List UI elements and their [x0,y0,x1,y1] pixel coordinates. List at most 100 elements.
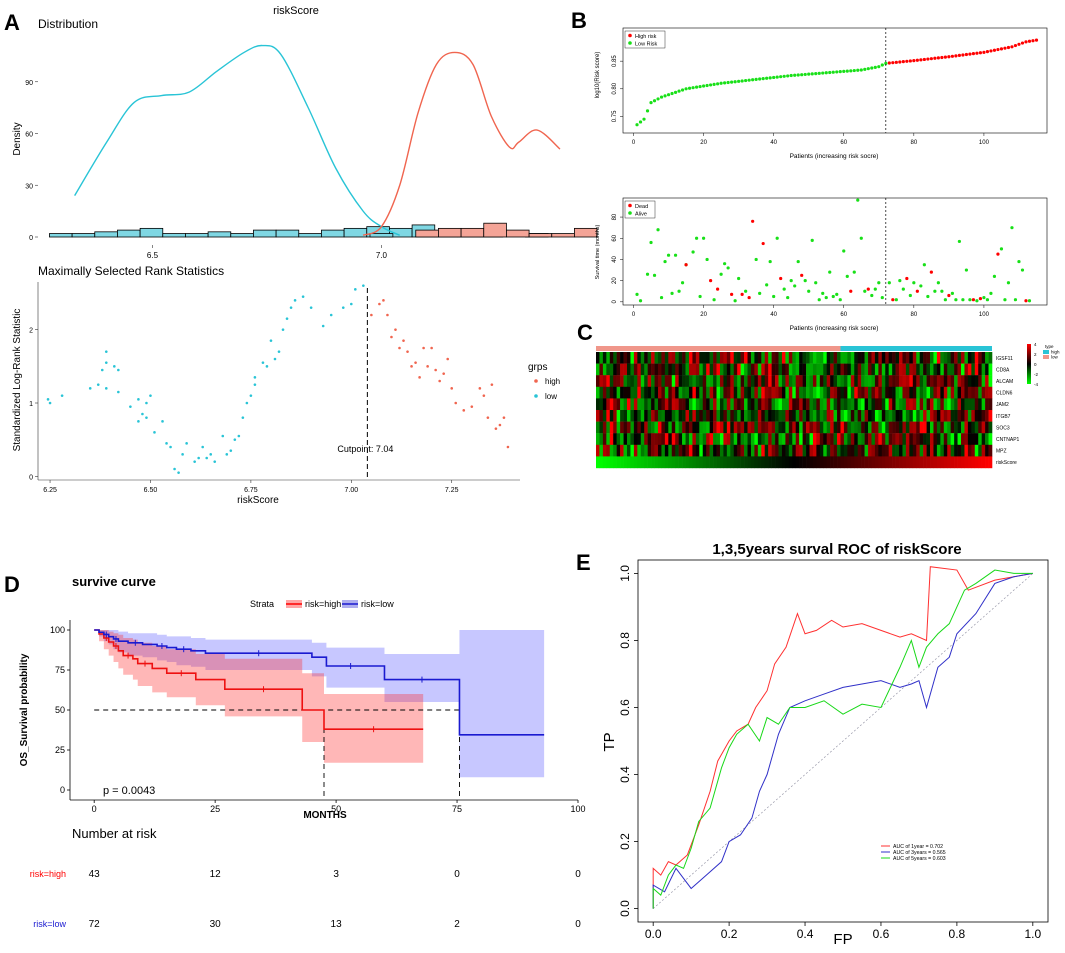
heatmap-cell [747,456,752,469]
heatmap-cell [837,456,841,469]
heatmap-cell [613,456,617,469]
b1-point-high [975,51,979,55]
heatmap-cell [799,410,803,422]
b1-point-high [926,57,930,61]
heatmap-cell [861,433,865,445]
heatmap-cell [788,456,793,469]
heatmap-row-label: CD8A [996,367,1010,373]
heatmap-cell [857,375,862,387]
heatmap-cell [833,433,838,445]
b1-point-high [1031,39,1035,43]
heatmap-cell [699,398,704,411]
b2-point-alive [838,298,842,302]
heatmap-cell [930,444,934,457]
heatmap-cell [647,444,652,457]
heatmap-cell [616,433,621,445]
heatmap-cell [802,375,807,387]
heatmap-cell [971,433,976,445]
heatmap-cell [630,444,635,457]
heatmap-cell [719,398,724,411]
heatmap-cell [902,352,907,364]
heatmap-cell [847,375,852,387]
heatmap-cell [909,352,914,364]
heatmap-cell [985,398,989,411]
hist-bar-low [94,231,118,238]
heatmap-cell [768,386,772,399]
b1-point-low [863,67,867,71]
maxstat-point-low [193,460,196,463]
heatmap-cell [706,363,710,376]
heatmap-cell [747,444,752,457]
maxstat-point-high [446,357,450,361]
maxstat-point-high [414,361,417,364]
distribution-xtick-label: 7.0 [376,251,388,260]
heatmap-cell [613,410,617,422]
heatmap-cell [733,386,738,399]
heatmap-cell [781,363,786,376]
b2-point-alive [796,259,800,264]
heatmap-cell [709,363,714,376]
heatmap-cell [974,363,979,376]
heatmap-cell [633,375,638,387]
b1-point-low [716,82,720,86]
heatmap-cell [744,375,748,387]
heatmap-cell [757,375,762,387]
heatmap-cell [981,444,986,457]
b2-point-alive [652,273,657,277]
b2-point-alive [985,298,990,302]
heatmap-cell [737,410,741,422]
heatmap-cell [985,352,989,364]
heatmap-cell [885,421,889,434]
heatmap-cell [596,363,600,376]
b1-point-high [992,48,997,52]
b1-xtick-label: 0 [632,140,636,146]
heatmap-cell [640,375,645,387]
heatmap-cell [764,375,769,387]
heatmap-cell [706,375,710,387]
heatmap-cell [740,456,745,469]
heatmap-cell [837,352,841,364]
heatmap-cell [747,433,752,445]
heatmap-row-label: SOC3 [996,425,1010,431]
heatmap-cell [599,386,604,399]
heatmap-cell [940,456,945,469]
heatmap-cell [936,375,941,387]
b1-legend-low-label: Low Risk [635,42,658,48]
maxstat-point-high [378,302,381,306]
b2-point-alive [880,295,884,300]
heatmap-cell [750,352,755,364]
heatmap-cell [692,433,697,445]
heatmap-cell [716,352,721,364]
heatmap-cell [878,352,883,364]
heatmap-cell [936,421,941,434]
heatmap-cell [771,398,776,411]
heatmap-cell [905,421,910,434]
b1-point-low [744,78,748,83]
hist-bar-high [551,233,575,238]
heatmap-cell [637,375,642,387]
heatmap-cell [878,363,883,376]
heatmap-cell [606,433,611,445]
heatmap-cell [981,410,986,422]
heatmap-cell [719,410,724,422]
heatmap-cell [837,421,841,434]
maxstat-point-low [169,445,172,449]
heatmap-cell [709,433,714,445]
b2-point-dead [905,276,909,281]
heatmap-cell [609,433,614,445]
maxstat-point-low [341,306,345,309]
hist-bar-low [49,233,73,238]
heatmap-cell [871,433,876,445]
heatmap-cell [943,410,948,422]
heatmap-cell [695,375,700,387]
maxstat-title: Maximally Selected Rank Statistics [38,264,224,278]
heatmap-cell [854,456,859,469]
heatmap-cell [806,363,810,376]
heatmap-cell [964,398,969,411]
heatmap-cell [761,456,766,469]
heatmap-cell [971,398,976,411]
maxstat-point-low [141,412,144,416]
heatmap-cell [916,444,920,457]
heatmap-cell [740,352,745,364]
